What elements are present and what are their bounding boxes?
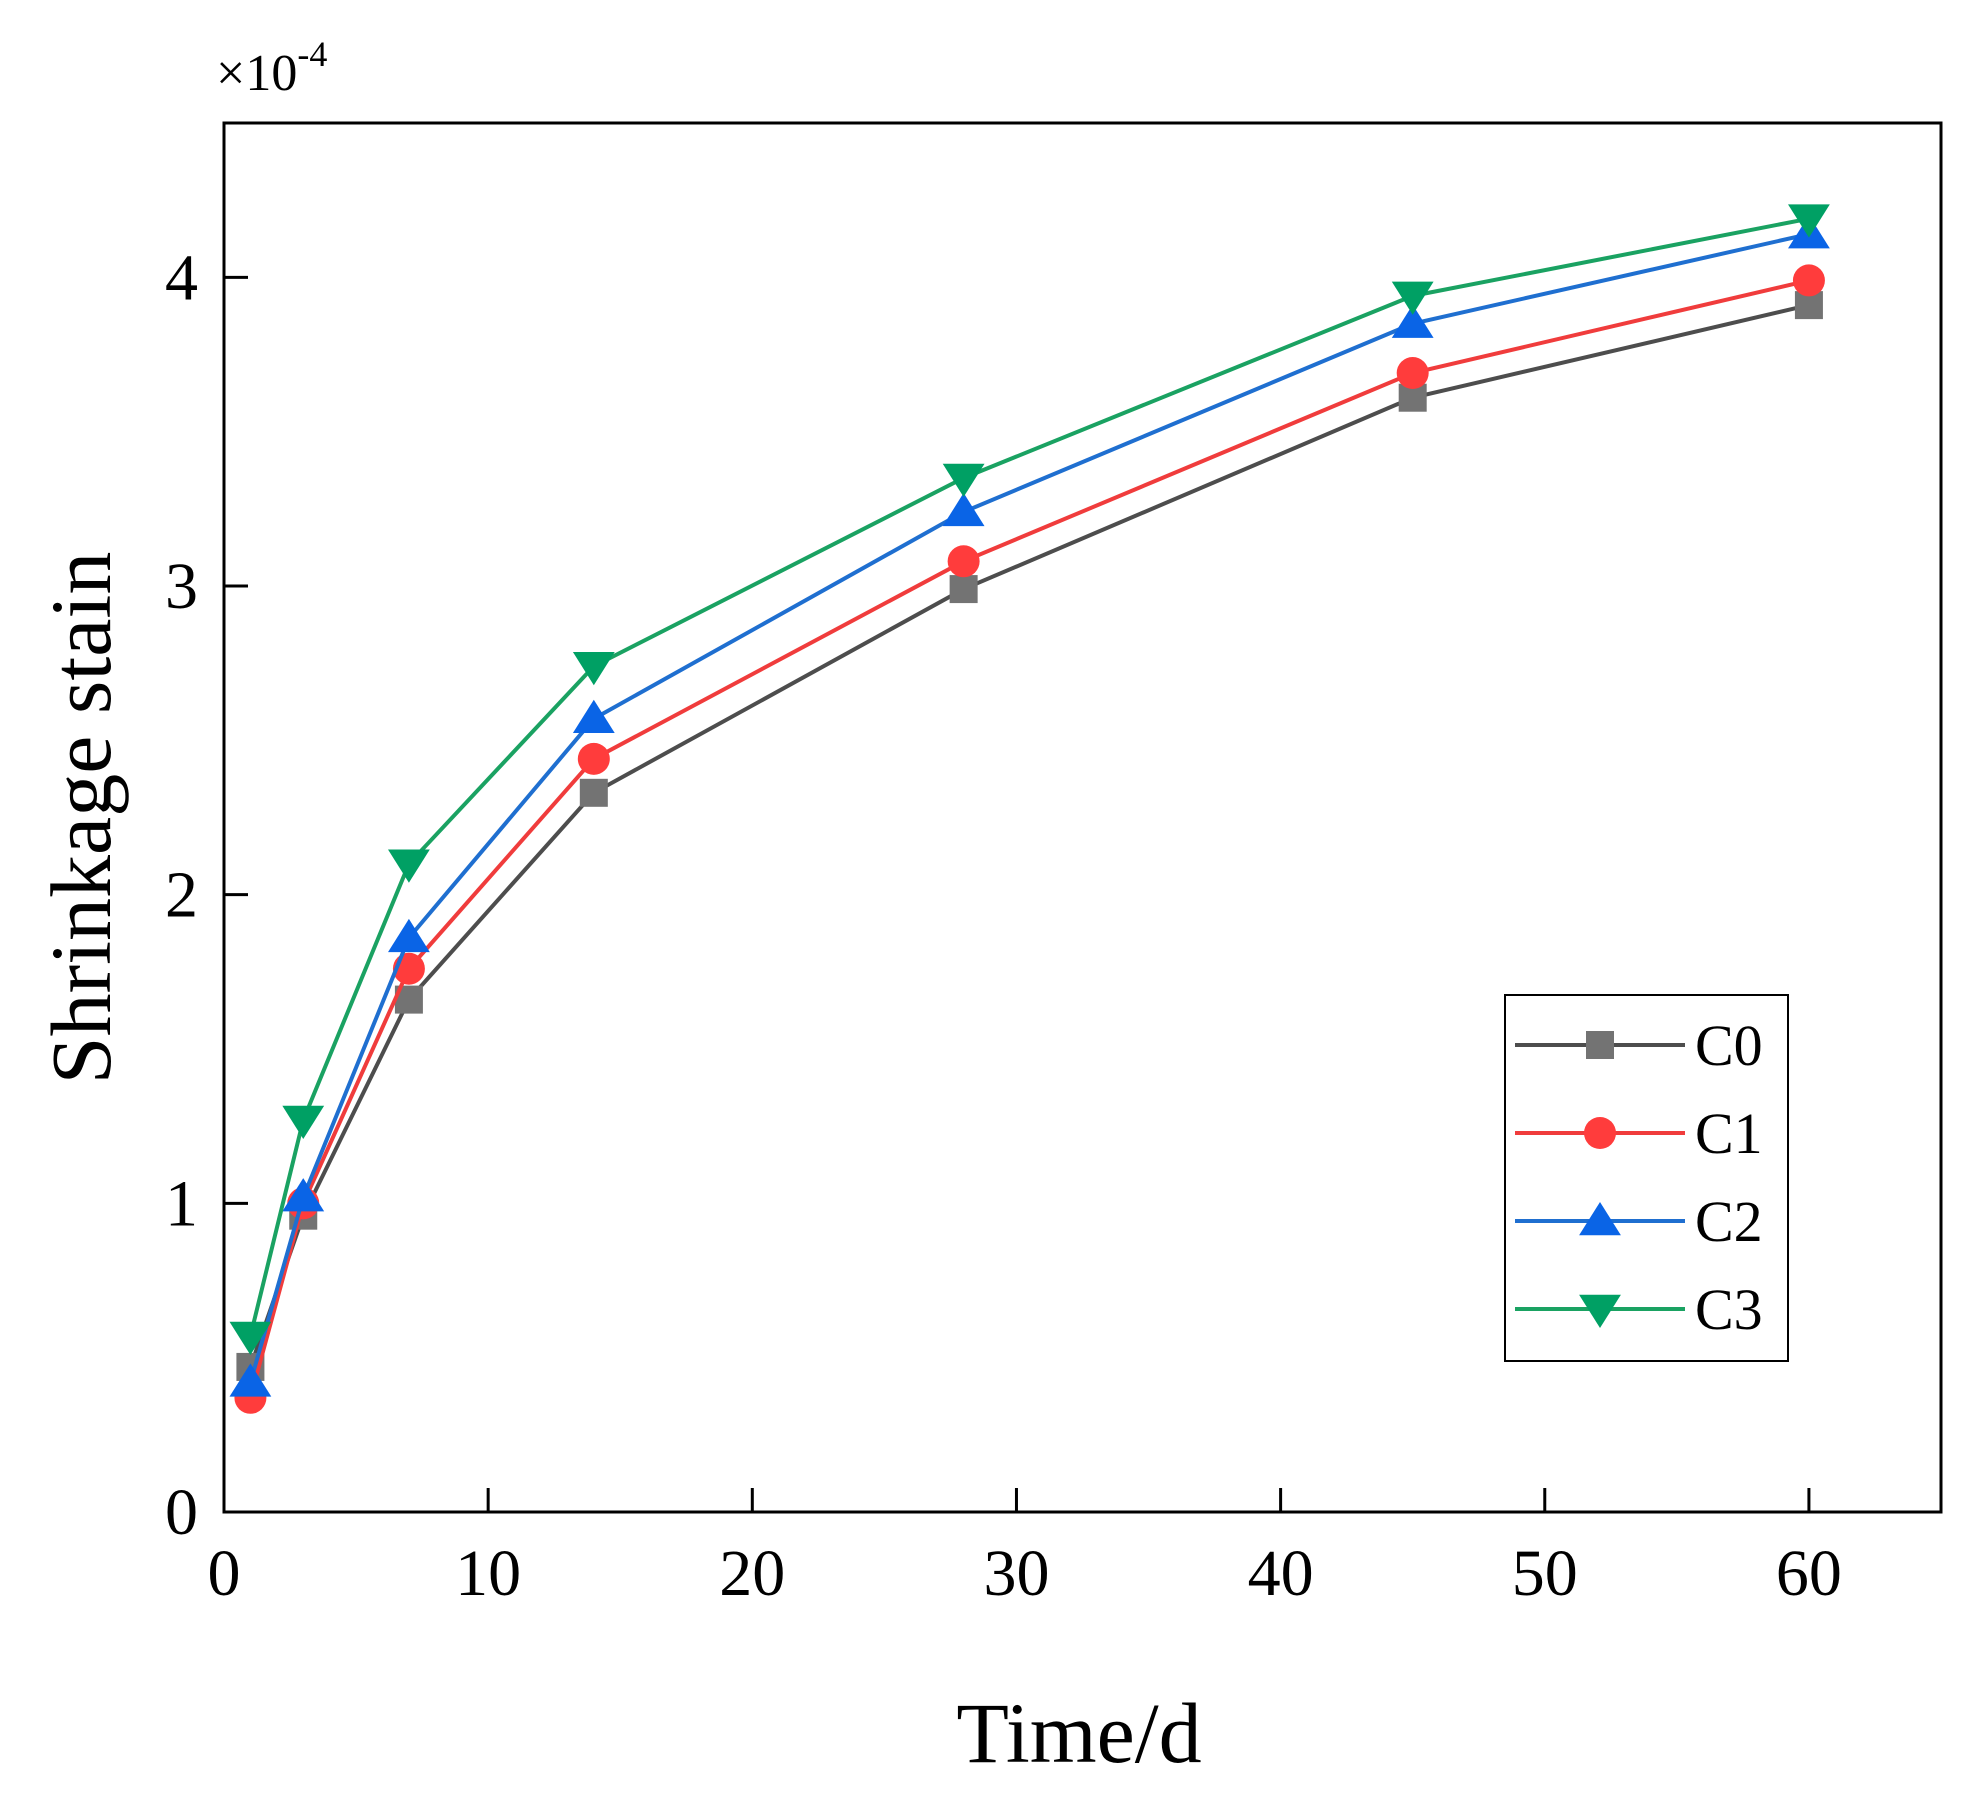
y-tick-label: 0	[165, 1476, 198, 1549]
x-tick-label: 20	[719, 1537, 785, 1610]
legend-label: C1	[1695, 1101, 1763, 1166]
legend-label: C0	[1695, 1013, 1763, 1078]
x-axis-title: Time/d	[956, 1685, 1201, 1781]
y-tick-label: 4	[165, 241, 198, 314]
data-point	[572, 652, 615, 686]
legend-item: C0	[1515, 1013, 1763, 1078]
series-C2	[229, 215, 1830, 1397]
data-point	[282, 1178, 325, 1212]
legend-item: C3	[1515, 1277, 1763, 1342]
data-point	[229, 1321, 272, 1356]
data-point	[577, 742, 610, 775]
data-point	[282, 1105, 325, 1139]
legend-marker	[1584, 1117, 1616, 1149]
data-point	[1391, 281, 1434, 315]
data-point	[229, 1363, 272, 1397]
data-point	[1792, 264, 1825, 297]
scale-exponent: -4	[297, 34, 327, 74]
data-point	[572, 699, 615, 733]
y-tick-label: 3	[165, 550, 198, 623]
data-point	[942, 492, 985, 527]
data-point	[388, 849, 430, 883]
x-tick-label: 60	[1776, 1537, 1842, 1610]
series-C3	[229, 204, 1830, 1356]
data-point	[1788, 204, 1830, 238]
data-point	[947, 545, 980, 578]
legend-item: C2	[1515, 1189, 1763, 1254]
data-point	[579, 778, 608, 807]
scale-base: ×10	[216, 45, 297, 102]
data-point	[949, 575, 978, 604]
legend: C0 C1 C2 C3	[1504, 994, 1789, 1362]
y-tick-label: 2	[165, 859, 198, 932]
legend-marker	[1579, 1202, 1621, 1236]
y-tick-label: 1	[165, 1167, 198, 1240]
data-point	[942, 463, 985, 497]
x-tick-label: 40	[1248, 1537, 1314, 1610]
series-layer	[229, 204, 1830, 1414]
legend-item: C1	[1515, 1101, 1763, 1166]
x-tick-label: 10	[455, 1537, 521, 1610]
legend-marker	[1586, 1031, 1614, 1059]
legend-marker	[1579, 1294, 1621, 1328]
data-point	[388, 918, 430, 953]
x-tick-label: 0	[208, 1537, 241, 1610]
legend-label: C2	[1695, 1189, 1763, 1254]
y-axis-title: Shrinkage stain	[33, 552, 129, 1085]
legend-label: C3	[1695, 1277, 1763, 1342]
data-point	[1396, 357, 1429, 390]
plot-frame	[222, 121, 1943, 1514]
axes-layer: 0 10 20 30 40 50 60 0 1 2 3 4	[165, 121, 1943, 1610]
x-tick-label: 30	[983, 1537, 1049, 1610]
data-point	[1391, 304, 1434, 338]
y-axis-scale-label: ×10-4	[216, 34, 327, 102]
x-tick-label: 50	[1512, 1537, 1578, 1610]
legend-box	[1504, 994, 1789, 1362]
